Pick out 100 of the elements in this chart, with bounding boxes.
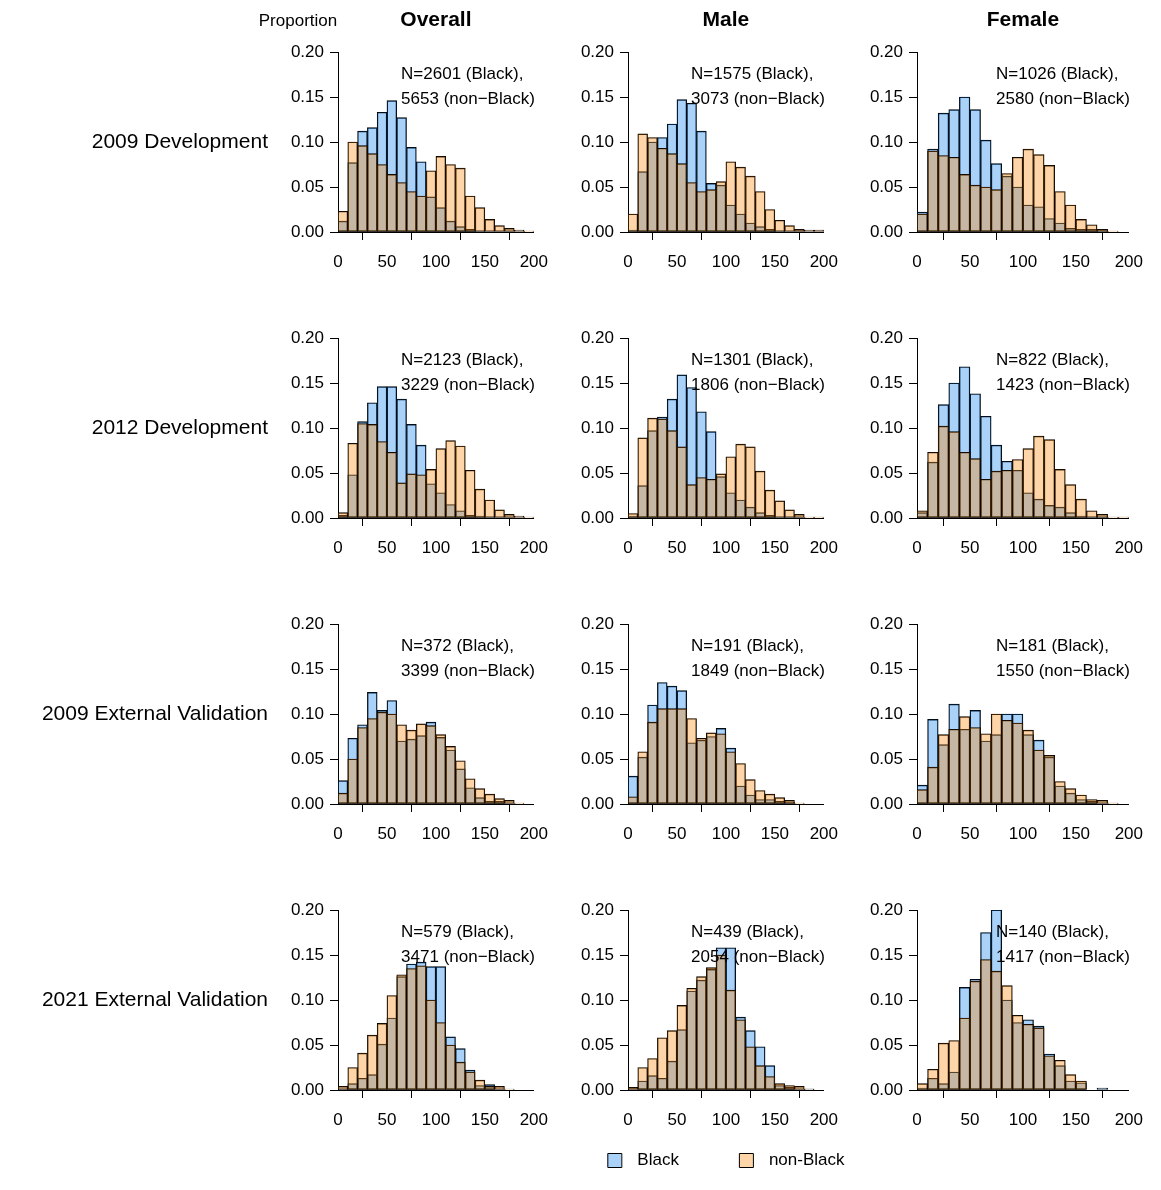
- y-tick-label: 0.00: [290, 1079, 324, 1099]
- y-tick-label: 0.15: [580, 86, 614, 106]
- x-tick-label: 200: [809, 251, 839, 271]
- y-tick-label: 0.00: [869, 793, 903, 813]
- y-tick-label: 0.05: [869, 1034, 903, 1054]
- annotation: 3073 (non−Black): [691, 88, 825, 108]
- x-tick-label: 150: [470, 823, 500, 843]
- annotation: N=372 (Black),: [401, 635, 515, 655]
- y-axis-title: 2012 Development: [91, 414, 269, 438]
- y-tick-label: 0.05: [869, 462, 903, 482]
- x-tick-label: 50: [667, 1109, 687, 1129]
- annotation: 5653 (non−Black): [401, 88, 535, 108]
- y-tick-label: 0.10: [290, 417, 324, 437]
- x-tick-label: 100: [1008, 823, 1038, 843]
- y-tick-label: 0.15: [869, 658, 903, 678]
- x-tick-label: 0: [333, 537, 343, 557]
- annotation: 3471 (non−Black): [401, 946, 535, 966]
- y-tick-label: 0.00: [869, 507, 903, 527]
- y-tick-label: 0.20: [290, 41, 324, 61]
- y-tick-label: 0.15: [290, 86, 324, 106]
- y-tick-label: 0.05: [290, 748, 324, 768]
- y-tick-label: 0.20: [869, 899, 903, 919]
- x-tick-label: 150: [1061, 823, 1091, 843]
- x-tick-label: 150: [1061, 1109, 1091, 1129]
- x-tick-label: 0: [623, 1109, 633, 1129]
- x-tick-label: 200: [519, 1109, 549, 1129]
- y-tick-label: 0.05: [580, 176, 614, 196]
- chart-title: Female: [986, 6, 1060, 30]
- y-tick-label: 0.00: [869, 1079, 903, 1099]
- y-tick-label: 0.20: [290, 899, 324, 919]
- annotation: 3229 (non−Black): [401, 374, 535, 394]
- x-tick-label: 50: [667, 251, 687, 271]
- x-tick-label: 200: [519, 251, 549, 271]
- y-tick-label: 0.15: [580, 372, 614, 392]
- annotation: 1806 (non−Black): [691, 374, 825, 394]
- y-tick-label: 0.05: [290, 462, 324, 482]
- x-tick-label: 100: [711, 537, 741, 557]
- y-tick-label: 0.10: [869, 703, 903, 723]
- y-tick-label: 0.20: [290, 613, 324, 633]
- x-tick-label: 50: [960, 1109, 980, 1129]
- legend-label: non-Black: [768, 1149, 845, 1169]
- annotation: N=1026 (Black),: [996, 63, 1119, 83]
- x-tick-label: 200: [1114, 1109, 1144, 1129]
- y-tick-label: 0.05: [580, 462, 614, 482]
- annotation: 3399 (non−Black): [401, 660, 535, 680]
- y-tick-label: 0.15: [869, 944, 903, 964]
- x-tick-label: 100: [421, 251, 451, 271]
- y-tick-label: 0.20: [580, 327, 614, 347]
- x-tick-label: 150: [470, 251, 500, 271]
- annotation: N=439 (Black),: [691, 921, 805, 941]
- chart-title: Male: [702, 6, 750, 30]
- y-tick-label: 0.10: [290, 989, 324, 1009]
- x-tick-label: 150: [470, 537, 500, 557]
- y-tick-label: 0.15: [869, 372, 903, 392]
- y-axis-title: 2009 External Validation: [41, 700, 268, 724]
- annotation: 1423 (non−Black): [996, 374, 1130, 394]
- y-tick-label: 0.00: [580, 507, 614, 527]
- x-tick-label: 50: [377, 537, 397, 557]
- annotation: 2580 (non−Black): [996, 88, 1130, 108]
- y-tick-label: 0.00: [580, 793, 614, 813]
- x-tick-label: 50: [667, 823, 687, 843]
- x-tick-label: 50: [667, 537, 687, 557]
- y-tick-label: 0.10: [580, 703, 614, 723]
- x-tick-label: 150: [1061, 251, 1091, 271]
- x-tick-label: 200: [809, 537, 839, 557]
- y-tick-label: 0.00: [290, 793, 324, 813]
- y-axis-title: 2021 External Validation: [41, 986, 268, 1010]
- y-tick-label: 0.05: [290, 1034, 324, 1054]
- x-tick-label: 100: [1008, 537, 1038, 557]
- x-tick-label: 0: [333, 1109, 343, 1129]
- y-tick-label: 0.05: [290, 176, 324, 196]
- y-tick-label: 0.20: [869, 613, 903, 633]
- y-tick-label: 0.20: [869, 327, 903, 347]
- y-tick-label: 0.15: [290, 372, 324, 392]
- annotation: N=2601 (Black),: [401, 63, 524, 83]
- x-tick-label: 200: [519, 537, 549, 557]
- y-tick-label: 0.05: [869, 748, 903, 768]
- x-tick-label: 0: [333, 823, 343, 843]
- x-tick-label: 200: [519, 823, 549, 843]
- x-tick-label: 0: [912, 251, 922, 271]
- x-tick-label: 50: [960, 537, 980, 557]
- y-tick-label: 0.00: [869, 221, 903, 241]
- y-tick-label: 0.10: [869, 989, 903, 1009]
- annotation: 1550 (non−Black): [996, 660, 1130, 680]
- y-tick-label: 0.10: [869, 131, 903, 151]
- x-tick-label: 150: [760, 537, 790, 557]
- y-tick-label: 0.10: [580, 417, 614, 437]
- y-tick-label: 0.20: [580, 41, 614, 61]
- x-tick-label: 0: [623, 251, 633, 271]
- y-tick-label: 0.10: [580, 989, 614, 1009]
- y-tick-label: 0.15: [580, 944, 614, 964]
- y-tick-label: 0.05: [869, 176, 903, 196]
- y-tick-label: 0.15: [290, 658, 324, 678]
- x-tick-label: 150: [760, 823, 790, 843]
- x-tick-label: 0: [333, 251, 343, 271]
- y-tick-label: 0.00: [290, 221, 324, 241]
- x-tick-label: 200: [809, 823, 839, 843]
- x-tick-label: 50: [960, 823, 980, 843]
- x-tick-label: 0: [623, 823, 633, 843]
- y-tick-label: 0.00: [580, 221, 614, 241]
